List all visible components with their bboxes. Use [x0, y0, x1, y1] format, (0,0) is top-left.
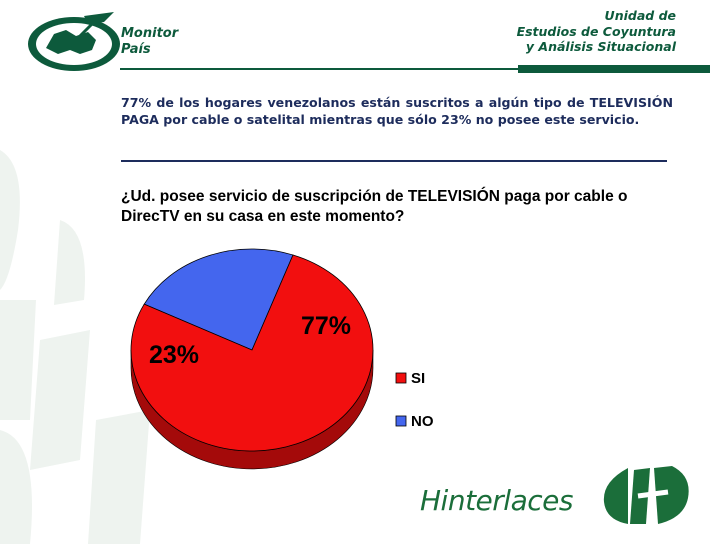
hinterlaces-logo-icon	[603, 466, 689, 524]
summary-text: 77% de los hogares venezolanos están sus…	[121, 95, 673, 127]
pie-slice-si	[130, 254, 374, 452]
pie-label-si: 77%	[301, 312, 351, 340]
pie-label-no: 23%	[149, 341, 199, 369]
hinterlaces-brand: Hinterlaces	[420, 484, 573, 517]
pie-slices	[130, 248, 374, 452]
summary-underline	[121, 160, 667, 162]
unit-title-line-2: Estudios de Coyuntura	[516, 23, 676, 39]
logo-text: Monitor País	[121, 26, 178, 58]
unit-title: Unidad de Estudios de Coyuntura y Anális…	[517, 8, 676, 55]
logo-line-2: País	[121, 42, 151, 57]
header-divider-thin	[120, 68, 518, 70]
survey-question: ¿Ud. posee servicio de suscripción de TE…	[121, 188, 628, 225]
legend-swatch-si	[395, 372, 407, 384]
legend-swatch-no	[395, 415, 407, 427]
unit-title-line-3: y Análisis Situacional	[525, 39, 676, 54]
logo-line-1: Monitor	[121, 26, 179, 41]
legend-label-no: NO	[411, 413, 434, 430]
pie-legend: SI NO	[395, 370, 434, 430]
pie-labels: 23% 77%	[149, 312, 351, 369]
pie-slice-no	[143, 248, 294, 351]
header: Monitor País Unidad de Estudios de Coyun…	[0, 0, 710, 80]
header-divider-bar	[518, 65, 710, 73]
monitor-pais-logo-icon	[28, 12, 120, 71]
unit-title-line-1: Unidad de	[604, 8, 676, 23]
legend-label-si: SI	[411, 370, 425, 387]
